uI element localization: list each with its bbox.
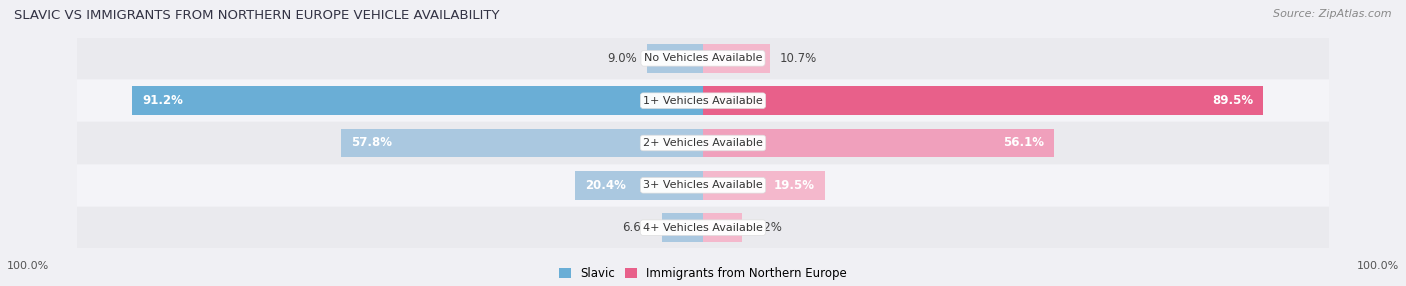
- Bar: [703, 129, 1054, 157]
- Text: 9.0%: 9.0%: [607, 52, 637, 65]
- Bar: [703, 171, 825, 200]
- Text: 6.6%: 6.6%: [621, 221, 652, 234]
- Text: 20.4%: 20.4%: [585, 179, 626, 192]
- Bar: [662, 213, 703, 242]
- Bar: [132, 86, 703, 115]
- Text: Source: ZipAtlas.com: Source: ZipAtlas.com: [1274, 9, 1392, 19]
- Bar: [703, 86, 1263, 115]
- Text: 56.1%: 56.1%: [1002, 136, 1045, 150]
- Text: 100.0%: 100.0%: [1357, 261, 1399, 271]
- Text: 89.5%: 89.5%: [1212, 94, 1253, 107]
- Text: 6.2%: 6.2%: [752, 221, 782, 234]
- Text: 57.8%: 57.8%: [352, 136, 392, 150]
- Bar: [77, 80, 1329, 122]
- Bar: [703, 213, 742, 242]
- Bar: [703, 44, 770, 73]
- Text: 4+ Vehicles Available: 4+ Vehicles Available: [643, 223, 763, 233]
- Text: 2+ Vehicles Available: 2+ Vehicles Available: [643, 138, 763, 148]
- Bar: [77, 164, 1329, 206]
- Bar: [575, 171, 703, 200]
- Text: 1+ Vehicles Available: 1+ Vehicles Available: [643, 96, 763, 106]
- Bar: [647, 44, 703, 73]
- Text: 91.2%: 91.2%: [142, 94, 183, 107]
- Text: 3+ Vehicles Available: 3+ Vehicles Available: [643, 180, 763, 190]
- Text: 100.0%: 100.0%: [7, 261, 49, 271]
- Text: SLAVIC VS IMMIGRANTS FROM NORTHERN EUROPE VEHICLE AVAILABILITY: SLAVIC VS IMMIGRANTS FROM NORTHERN EUROP…: [14, 9, 499, 21]
- Bar: [342, 129, 703, 157]
- Bar: [77, 37, 1329, 79]
- Legend: Slavic, Immigrants from Northern Europe: Slavic, Immigrants from Northern Europe: [560, 267, 846, 280]
- Bar: [77, 207, 1329, 249]
- Text: 19.5%: 19.5%: [773, 179, 815, 192]
- Bar: [77, 122, 1329, 164]
- Text: 10.7%: 10.7%: [780, 52, 817, 65]
- Text: No Vehicles Available: No Vehicles Available: [644, 53, 762, 63]
